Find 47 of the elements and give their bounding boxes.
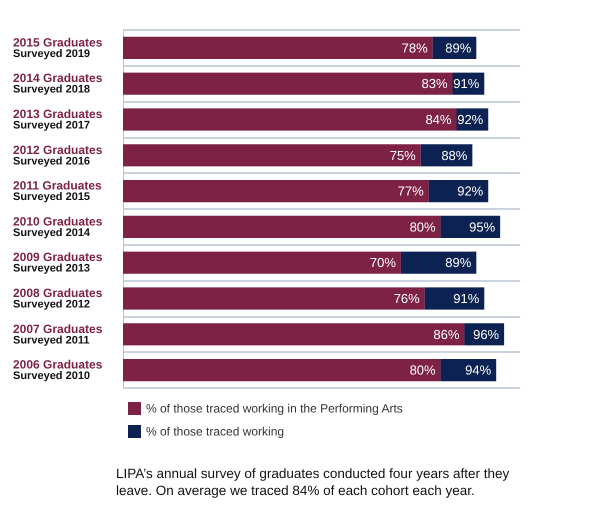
total-label: 91% [453, 291, 480, 306]
bar [123, 36, 433, 59]
y-tick-label: 2015 Graduates Surveyed 2019 [13, 35, 103, 60]
data-label: 70% [370, 255, 396, 270]
total-label: 89% [445, 40, 472, 56]
y-tick-label: 2014 Graduates Surveyed 2018 [13, 71, 103, 96]
bar [123, 180, 429, 202]
total-label: 92% [457, 184, 484, 199]
total-label: 92% [457, 112, 484, 127]
total-label: 88% [441, 148, 468, 163]
data-label: 86% [433, 326, 460, 342]
data-label: 80% [410, 362, 436, 378]
bar [400, 252, 476, 274]
y-tick-label: 2013 Graduates Surveyed 2017 [13, 107, 103, 132]
bar [123, 359, 441, 382]
data-label: 77% [398, 184, 424, 199]
data-label: 80% [410, 219, 436, 234]
total-label: 95% [469, 219, 496, 234]
bar [123, 287, 425, 310]
data-label: 75% [390, 148, 416, 163]
data-label: 83% [421, 76, 448, 92]
y-tick-label: 2010 Graduates Surveyed 2014 [13, 214, 103, 239]
bar [123, 108, 456, 131]
bar [428, 180, 488, 202]
y-tick-label: 2009 Graduates Surveyed 2013 [13, 250, 103, 275]
bar [424, 287, 484, 310]
bar [123, 252, 401, 274]
total-label: 94% [465, 362, 492, 378]
total-label: 89% [445, 255, 472, 270]
data-label: 84% [425, 112, 452, 127]
data-label: 76% [394, 291, 420, 306]
y-tick-label: 2011 Graduates Surveyed 2015 [13, 178, 102, 204]
y-tick-label: 2006 Graduates Surveyed 2010 [13, 358, 103, 382]
data-label: 78% [402, 40, 428, 56]
bar [123, 144, 421, 166]
y-tick-label: 2008 Graduates Surveyed 2012 [13, 286, 103, 310]
legend-label: % of those traced working in the Performing Arts [146, 402, 403, 416]
y-tick-label: 2007 Graduates Surveyed 2011 [13, 322, 103, 346]
bar [440, 216, 500, 238]
bar [123, 323, 464, 346]
legend-label: % of those traced working [146, 424, 284, 438]
bar [123, 72, 453, 95]
total-label: 96% [473, 326, 500, 342]
text: LIPA’s annual survey of graduates conducted four years after they leave. On average we traced 84% of each cohort each year. [116, 466, 513, 498]
bar [123, 216, 441, 238]
total-label: 91% [453, 76, 480, 92]
y-tick-label: 2012 Graduates Surveyed 2016 [13, 142, 103, 168]
